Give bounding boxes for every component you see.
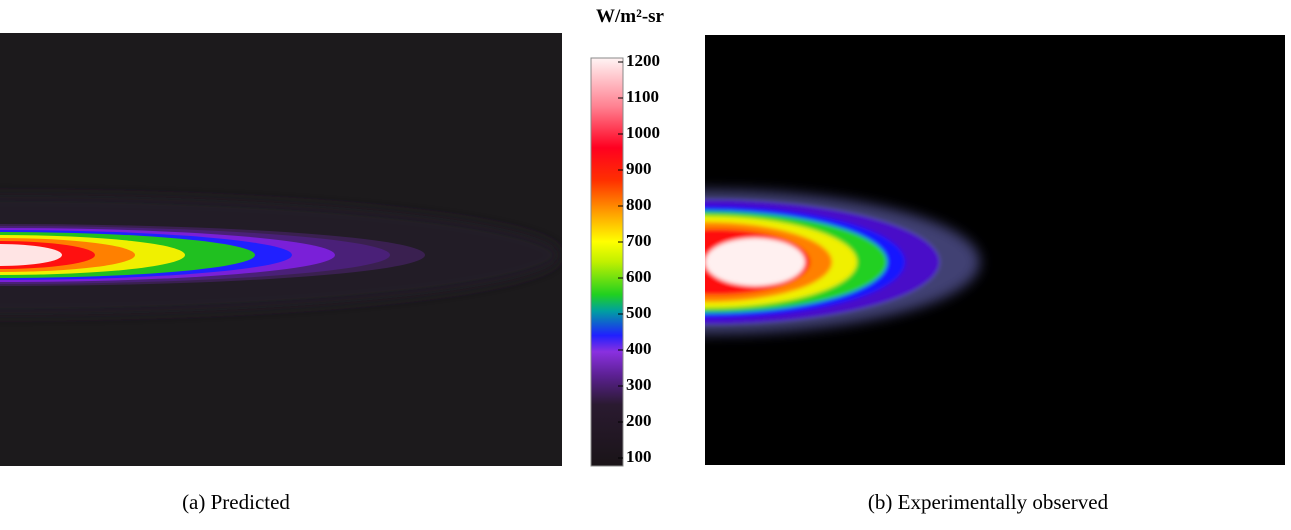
caption: (a) Predicted [182, 490, 290, 514]
tick-label: 900 [626, 159, 652, 178]
caption: (b) Experimentally observed [868, 490, 1109, 514]
tick-label: 300 [626, 375, 652, 394]
colorbar-ticks: 100 200 300 400 500 600 700 800 900 1000 1100 1200 [618, 51, 660, 466]
tick-label: 1000 [626, 123, 660, 142]
tick-label: 700 [626, 231, 652, 250]
tick-label: 1100 [626, 87, 659, 106]
observed-image [705, 35, 1285, 465]
colorbar [590, 57, 624, 467]
tick-label: 800 [626, 195, 652, 214]
colorbar-title: W/m²-sr [596, 6, 665, 27]
tick-label: 400 [626, 339, 652, 358]
tick-label: 600 [626, 267, 652, 286]
tick-label: 200 [626, 411, 652, 430]
tick-label: 500 [626, 303, 652, 322]
predicted-image [0, 33, 562, 466]
tick-label: 1200 [626, 51, 660, 70]
tick-label: 100 [626, 447, 652, 466]
